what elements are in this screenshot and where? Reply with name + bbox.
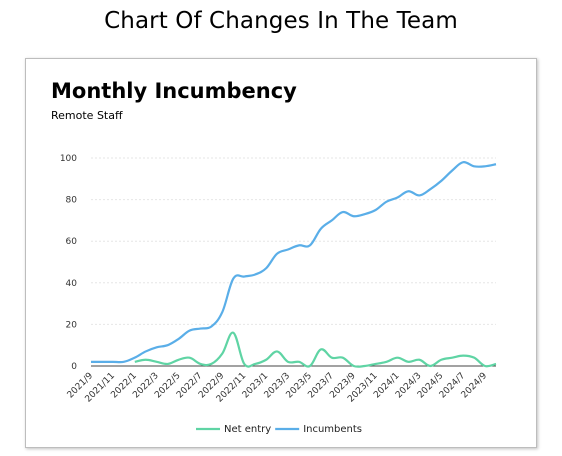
line-chart: 0204060801002021/92021/112022/12022/3202… [60,154,497,435]
y-tick-label: 20 [66,320,78,330]
page-title: Chart Of Changes In The Team [104,8,458,34]
y-tick-label: 0 [71,362,77,372]
y-tick-label: 40 [66,279,78,289]
legend-label-net-entry: Net entry [224,424,271,435]
series-line-net-entry [134,331,497,368]
chart-subtitle: Remote Staff [51,109,123,122]
y-tick-label: 100 [60,154,77,164]
chart-title: Monthly Incumbency [51,79,297,103]
legend-label-incumbents: Incumbents [303,424,362,435]
chart-card: Monthly Incumbency Remote Staff 0 20 40 60 8… [25,58,537,448]
series-line-incumbents [90,160,497,364]
y-tick-label: 80 [66,196,78,206]
y-tick-label: 60 [66,237,78,247]
